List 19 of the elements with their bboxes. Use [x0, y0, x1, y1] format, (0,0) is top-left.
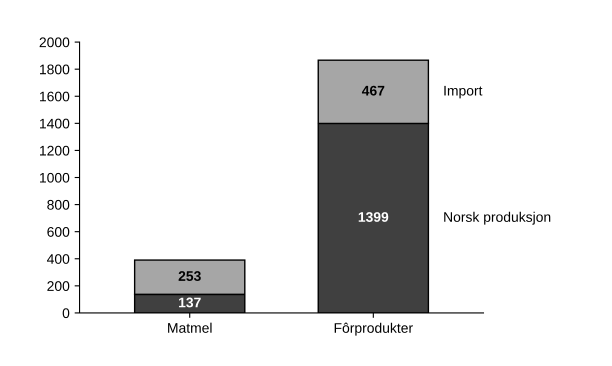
y-tick-label: 0: [62, 308, 70, 318]
data-label: 137: [179, 298, 201, 308]
x-tick-label: Matmel: [168, 322, 212, 333]
series-label: Norsk produksjon: [444, 212, 550, 225]
y-tick-label: 1600: [40, 92, 70, 102]
data-label: 1399: [358, 212, 388, 222]
x-tick-label: Fôrprodukter: [334, 322, 413, 336]
y-tick-label: 1000: [40, 172, 70, 183]
y-tick-label: 1400: [40, 118, 70, 129]
data-label: 253: [178, 271, 201, 281]
y-tick-label: 200: [47, 281, 70, 292]
y-tick-label: 600: [47, 227, 70, 237]
y-tick-label: 1800: [40, 64, 70, 74]
y-tick-label: 1200: [40, 146, 70, 156]
y-tick-label: 400: [46, 254, 70, 264]
y-tick-label: 2000: [40, 37, 70, 48]
series-label: Import: [444, 86, 482, 98]
y-tick-label: 800: [47, 200, 70, 210]
data-label: 467: [362, 86, 384, 96]
